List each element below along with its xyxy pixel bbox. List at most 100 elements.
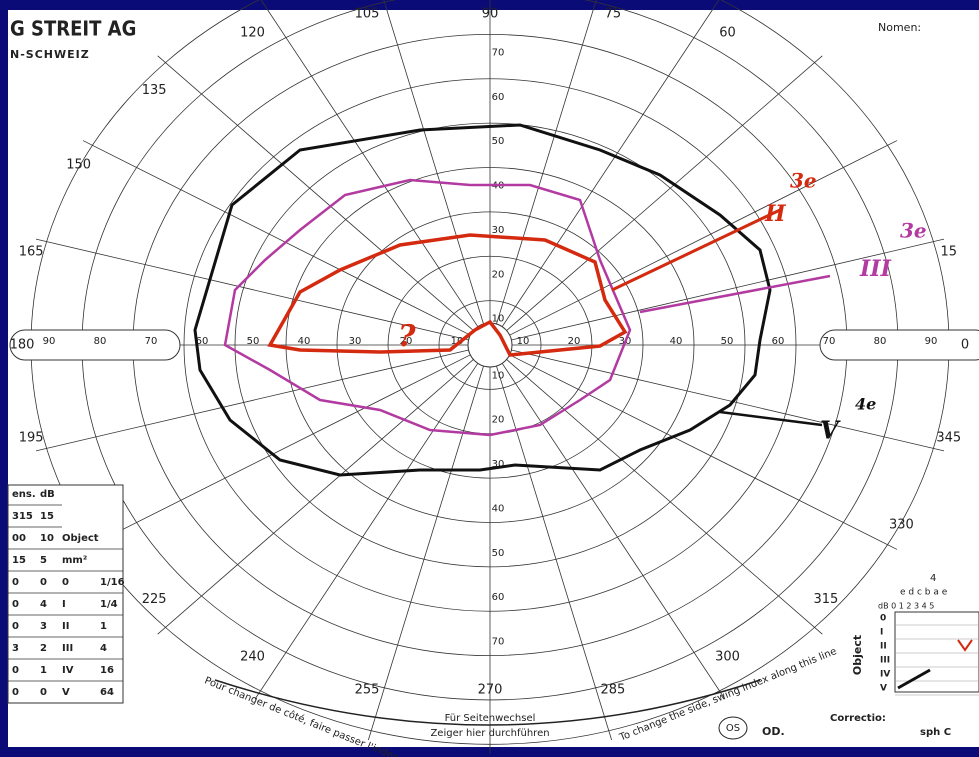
- meridian: [157, 55, 475, 332]
- table-cell: 0: [12, 665, 19, 676]
- table-cell: 3: [12, 643, 19, 654]
- table-cell: I: [62, 599, 66, 610]
- table-cell: 64: [100, 687, 114, 698]
- angle-label: 195: [19, 431, 44, 446]
- scale-label: 20: [568, 336, 581, 347]
- meridian: [383, 0, 485, 327]
- angle-label: 285: [601, 683, 626, 698]
- isopter-pointer: [639, 274, 831, 314]
- scale-label: 70: [823, 336, 836, 347]
- angle-label: 15: [941, 244, 958, 259]
- footer-text: OS: [726, 723, 740, 734]
- mini-text: 4: [930, 573, 936, 584]
- meridian: [157, 358, 475, 635]
- scale-label: 50: [492, 136, 505, 147]
- hand-label: 4e: [855, 395, 876, 414]
- mini-text: III: [880, 656, 890, 666]
- table-cell: 0: [12, 621, 19, 632]
- table-cell: 10: [40, 533, 54, 544]
- scale-label: 30: [492, 459, 505, 470]
- hand-label: II: [764, 201, 786, 227]
- table-cell: Object: [62, 533, 99, 544]
- mini-text: e d c b a e: [900, 588, 948, 598]
- mini-grid: 4e d c b a edB 0 1 2 3 4 5Object0IIIIIII…: [851, 573, 979, 696]
- meridian: [82, 354, 472, 550]
- scale-label: 60: [492, 92, 505, 103]
- angle-label: 315: [813, 592, 838, 607]
- meridian: [495, 0, 597, 327]
- table-cell: 0: [40, 687, 47, 698]
- country: N-SCHWEIZ: [10, 48, 90, 61]
- table-cell: mm²: [62, 555, 87, 566]
- table-cell: 4: [40, 599, 47, 610]
- mini-text: V: [880, 684, 887, 694]
- scale-label: 70: [492, 637, 505, 648]
- mini-stroke: [897, 668, 931, 690]
- mini-text: Object: [851, 635, 864, 675]
- mini-text: II: [880, 642, 887, 652]
- angle-label: 75: [605, 7, 622, 22]
- scale-label: 70: [492, 47, 505, 58]
- meridian: [500, 361, 726, 700]
- isopter-v4e: [193, 123, 772, 477]
- scale-label: 10: [492, 370, 505, 381]
- table-cell: III: [62, 643, 73, 654]
- mini-text: I: [880, 628, 883, 638]
- angle-label: 150: [66, 158, 91, 173]
- angle-label: 255: [355, 683, 380, 698]
- scale-label: 30: [349, 336, 362, 347]
- table-cell: 16: [100, 665, 114, 676]
- table-cell: 1/4: [100, 599, 118, 610]
- scale-label: 50: [247, 336, 260, 347]
- table-cell: 1/16: [100, 577, 125, 588]
- angle-label: 240: [240, 649, 265, 664]
- table-cell: 00: [12, 533, 26, 544]
- mini-text: 0: [880, 614, 886, 624]
- meridian: [35, 238, 469, 341]
- isopter-pointer: [611, 208, 781, 292]
- footer-text: Zeiger hier durchführen: [430, 728, 549, 739]
- angle-label: 120: [240, 26, 265, 41]
- angle-label: 330: [889, 518, 914, 533]
- meridian: [511, 349, 945, 452]
- angle-label: 180: [10, 338, 35, 353]
- scale-label: 80: [874, 336, 887, 347]
- table-frame: [7, 484, 124, 704]
- meridian: [505, 358, 823, 635]
- scale-label: 30: [492, 225, 505, 236]
- meridian: [508, 140, 898, 336]
- swing-line: [214, 679, 761, 726]
- mini-text: dB 0 1 2 3 4 5: [878, 602, 934, 611]
- table-cell: 5: [40, 555, 47, 566]
- scale-label: 60: [196, 336, 209, 347]
- hand-label: ?: [398, 319, 416, 354]
- meridian: [508, 354, 898, 550]
- scale-label: 40: [492, 503, 505, 514]
- angle-label: 0: [961, 338, 969, 353]
- table-cell: 2: [40, 643, 47, 654]
- footer-text: OD.: [762, 725, 785, 738]
- table-cell: V: [62, 687, 70, 698]
- footer-text: sph C: [920, 727, 951, 738]
- scale-band: [9, 329, 181, 361]
- scale-label: 50: [721, 336, 734, 347]
- hand-label: 3e: [790, 169, 817, 193]
- scale-label: 90: [925, 336, 938, 347]
- angle-label: 105: [355, 7, 380, 22]
- mini-stroke: [957, 639, 973, 652]
- hand-label: III: [859, 256, 892, 282]
- company: G STREIT AG: [10, 17, 136, 41]
- scale-label: 50: [492, 548, 505, 559]
- meridian: [367, 363, 485, 741]
- scale-label: 70: [145, 336, 158, 347]
- scale-label: 80: [94, 336, 107, 347]
- meridian: [254, 361, 480, 700]
- hand-label: V: [820, 416, 841, 445]
- scale-label: 10: [517, 336, 530, 347]
- meridian: [82, 140, 472, 336]
- angle-label: 90: [482, 7, 499, 22]
- name-label: Nomen:: [878, 21, 921, 34]
- angle-label: 225: [142, 592, 167, 607]
